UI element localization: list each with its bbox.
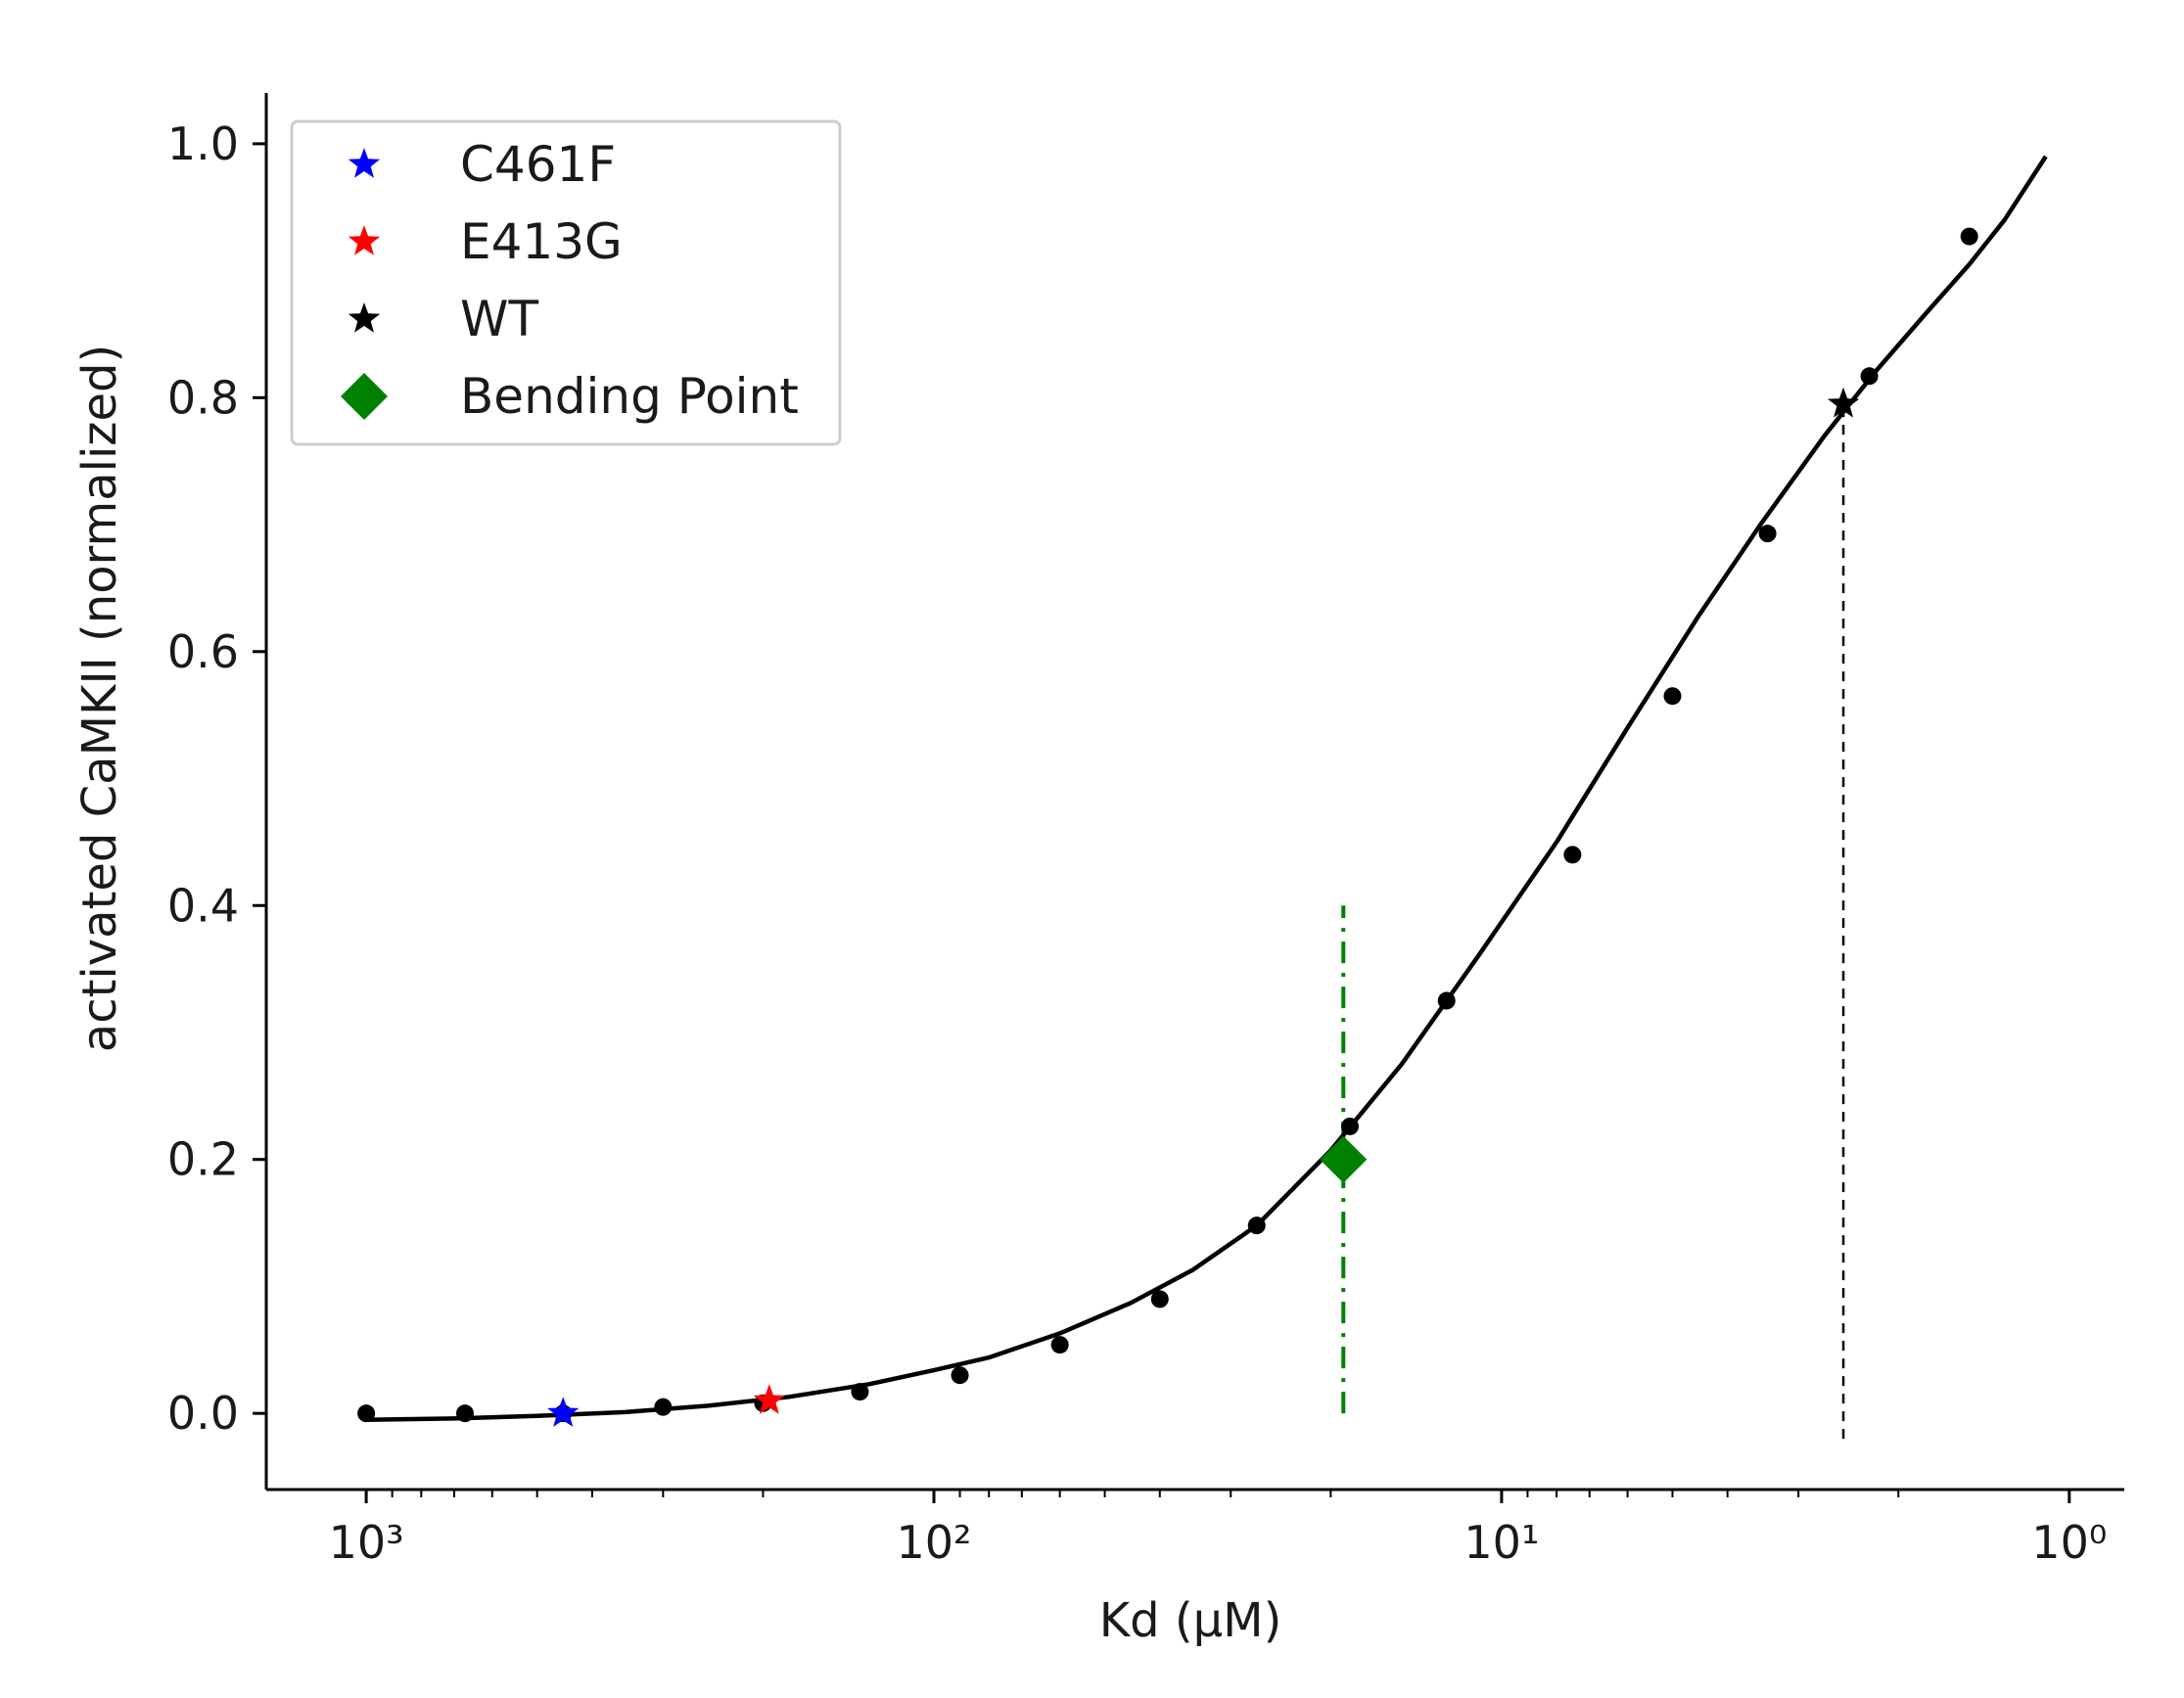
- legend-box: [290, 119, 842, 446]
- marker-bending-point-diamond: [1320, 1135, 1368, 1183]
- data-point: [357, 1404, 376, 1423]
- data-point: [851, 1383, 869, 1401]
- legend-bending-point-diamond-icon: [341, 373, 388, 420]
- data-point: [1860, 367, 1879, 386]
- y-tick-label: 0.6: [167, 625, 239, 678]
- legend-c461f-star-icon: [348, 148, 381, 178]
- data-point: [1247, 1216, 1266, 1235]
- data-point: [654, 1398, 673, 1416]
- x-tick-label: 10¹: [1464, 1516, 1539, 1569]
- data-point: [1663, 687, 1682, 706]
- legend-wt-star-icon: [348, 302, 381, 333]
- legend: C461F E413G WT Bending Point: [290, 119, 842, 446]
- data-point: [1563, 846, 1582, 864]
- y-tick-label: 0.8: [167, 371, 239, 424]
- marker-c461f-star: [547, 1397, 580, 1427]
- x-tick-label: 10²: [897, 1516, 972, 1569]
- legend-e413g-label: E413G: [460, 213, 623, 270]
- marker-wt-star: [1827, 387, 1860, 418]
- y-axis-label: activated CaMKII (normalized): [72, 344, 127, 1052]
- y-tick-label: 1.0: [167, 117, 239, 170]
- plot-area: [357, 155, 2048, 1440]
- x-axis-label: Kd (μM): [1099, 1593, 1282, 1648]
- data-point: [951, 1366, 969, 1385]
- x-tick-label: 10³: [329, 1516, 404, 1569]
- data-point: [1340, 1117, 1359, 1135]
- data-point: [455, 1404, 474, 1423]
- y-tick-label: 0.4: [167, 879, 239, 932]
- legend-e413g-star-icon: [348, 225, 381, 255]
- y-tick-label: 0.2: [167, 1133, 239, 1186]
- y-tick-label: 0.0: [167, 1387, 239, 1440]
- legend-c461f-label: C461F: [460, 136, 616, 193]
- data-point: [1437, 991, 1456, 1010]
- ticks: 0.0 0.2 0.4 0.6 0.8 1.0 10³ 10² 10¹ 10⁰: [167, 117, 2107, 1569]
- data-point: [1758, 525, 1777, 543]
- axes: [264, 93, 2124, 1491]
- data-point: [1960, 227, 1978, 246]
- data-point: [1050, 1336, 1069, 1354]
- legend-bending-point-label: Bending Point: [460, 368, 799, 425]
- data-point: [1150, 1290, 1169, 1308]
- x-tick-label: 10⁰: [2031, 1516, 2107, 1569]
- marker-e413g-star: [753, 1384, 785, 1414]
- legend-wt-label: WT: [460, 291, 538, 347]
